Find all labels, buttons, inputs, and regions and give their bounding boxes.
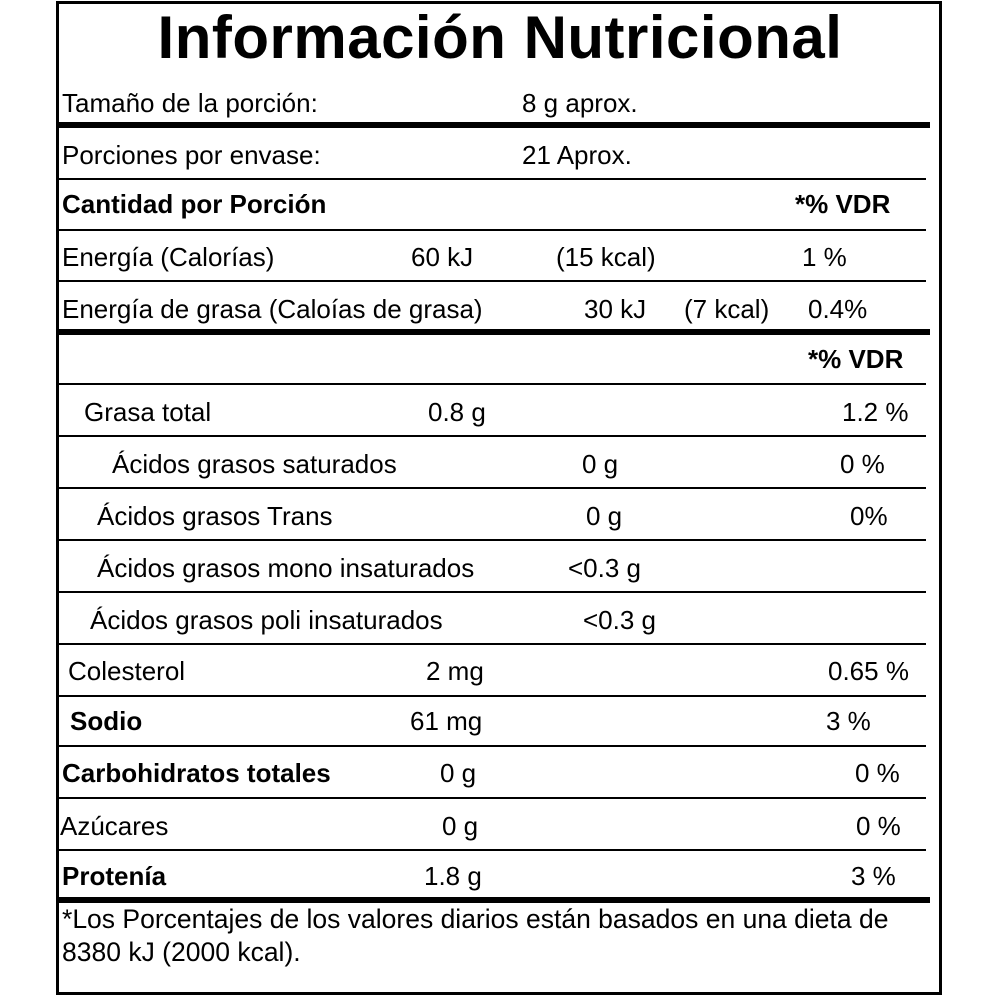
sodium-label: Sodio: [70, 706, 143, 736]
trans-fat-amount: 0 g: [586, 501, 623, 531]
serving-size-value: 8 g aprox.: [522, 88, 638, 118]
nutrition-facts-panel: [56, 1, 942, 995]
poly-fat-label: Ácidos grasos poli insaturados: [90, 605, 443, 635]
cholesterol-amount: 2 mg: [426, 656, 484, 686]
energy-label: Energía (Calorías): [62, 242, 275, 272]
serving-size-label: Tamaño de la porción:: [62, 88, 318, 118]
divider-thick: [56, 329, 930, 335]
protein-vdr: 3 %: [851, 861, 896, 891]
cholesterol-vdr: 0.65 %: [828, 656, 909, 686]
page-title: Información Nutricional: [157, 4, 843, 71]
divider: [56, 487, 926, 489]
divider: [56, 435, 926, 437]
divider: [56, 849, 926, 851]
poly-fat-amount: <0.3 g: [583, 605, 657, 635]
saturated-fat-amount: 0 g: [582, 449, 619, 479]
saturated-fat-vdr: 0 %: [840, 449, 885, 479]
carbs-vdr: 0 %: [855, 758, 900, 788]
sodium-amount: 61 mg: [410, 706, 483, 736]
sugars-label: Azúcares: [60, 811, 169, 841]
divider-thick: [56, 122, 930, 128]
vdr-header: *% VDR: [795, 189, 891, 219]
divider: [56, 229, 926, 231]
trans-fat-vdr: 0%: [850, 501, 888, 531]
mono-fat-label: Ácidos grasos mono insaturados: [97, 553, 475, 583]
total-fat-vdr: 1.2 %: [842, 397, 909, 427]
divider: [56, 695, 926, 697]
total-fat-amount: 0.8 g: [428, 397, 486, 427]
vdr-header-2: *% VDR: [808, 344, 904, 374]
fat-energy-kcal: (7 kcal): [684, 294, 770, 324]
sugars-vdr: 0 %: [856, 811, 901, 841]
servings-per-container-label: Porciones por envase:: [62, 140, 321, 170]
divider: [56, 280, 926, 282]
amount-per-serving-label: Cantidad por Porción: [62, 189, 327, 219]
divider: [56, 797, 926, 799]
divider-thick: [56, 897, 930, 903]
protein-amount: 1.8 g: [424, 861, 482, 891]
servings-per-container-value: 21 Aprox.: [522, 140, 632, 170]
saturated-fat-label: Ácidos grasos saturados: [112, 449, 397, 479]
divider: [56, 591, 926, 593]
divider: [56, 383, 926, 385]
carbs-amount: 0 g: [440, 758, 477, 788]
divider: [56, 178, 926, 180]
mono-fat-amount: <0.3 g: [568, 553, 642, 583]
protein-label: Protenía: [62, 861, 167, 891]
fat-energy-label: Energía de grasa (Caloías de grasa): [62, 294, 483, 324]
divider: [56, 745, 926, 747]
footnote: *Los Porcentajes de los valores diarios …: [62, 904, 889, 967]
cholesterol-label: Colesterol: [68, 656, 186, 686]
fat-energy-kj: 30 kJ: [584, 294, 647, 324]
trans-fat-label: Ácidos grasos Trans: [97, 501, 333, 531]
energy-vdr: 1 %: [802, 242, 847, 272]
divider: [56, 643, 926, 645]
energy-kcal: (15 kcal): [556, 242, 656, 272]
energy-kj: 60 kJ: [411, 242, 474, 272]
fat-energy-vdr: 0.4%: [808, 294, 868, 324]
carbs-label: Carbohidratos totales: [62, 758, 331, 788]
total-fat-label: Grasa total: [84, 397, 212, 427]
sodium-vdr: 3 %: [826, 706, 871, 736]
sugars-amount: 0 g: [442, 811, 479, 841]
divider: [56, 539, 926, 541]
